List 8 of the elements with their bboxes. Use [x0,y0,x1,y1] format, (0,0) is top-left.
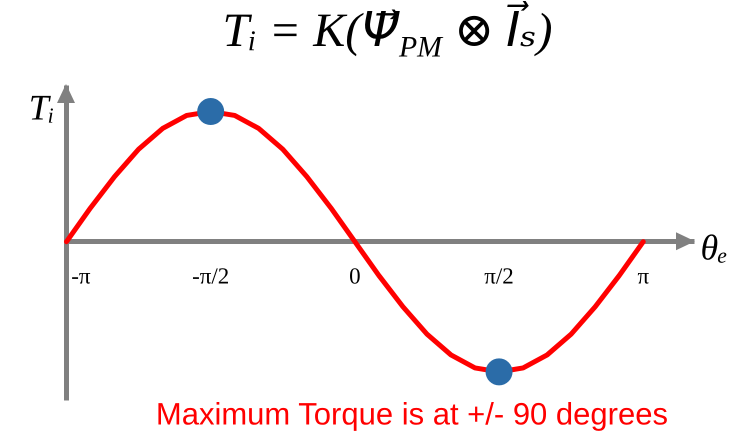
x-tick-label: π [637,264,650,289]
x-tick-label: π/2 [484,264,514,289]
x-tick-label: -π/2 [192,264,230,289]
text: Maximum Torque is at +/- 90 degrees [156,396,668,432]
x-tick-label: 0 [349,264,361,289]
y-axis-title: Tᵢ [28,88,54,128]
x-tick-label: -π [42,264,91,289]
x-axis-title: θₑ [700,228,728,268]
